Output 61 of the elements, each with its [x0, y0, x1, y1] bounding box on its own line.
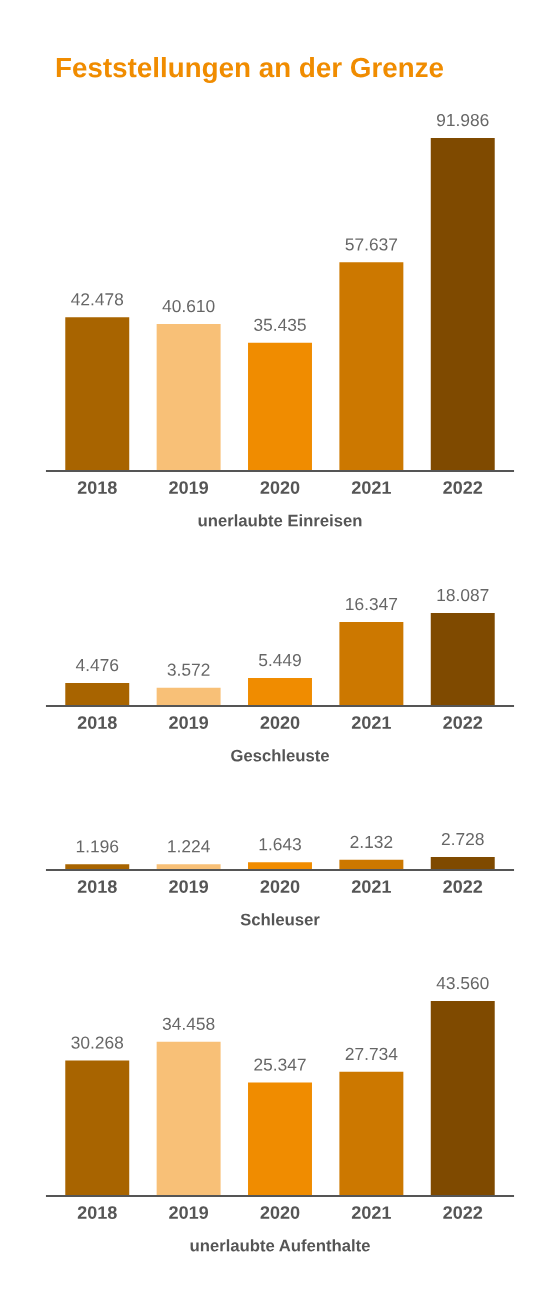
bar: [65, 317, 130, 471]
data-label: 42.478: [71, 293, 124, 306]
data-label: 2.132: [350, 835, 393, 849]
bar: [156, 687, 221, 706]
chart-title: Feststellungen an der Grenze: [56, 56, 444, 84]
data-label: 1.224: [168, 840, 210, 853]
bar: [248, 677, 312, 706]
x-tick-label: 2022: [443, 716, 483, 729]
bar: [339, 1071, 404, 1196]
data-label: 25.347: [254, 1058, 306, 1071]
data-label: 3.572: [167, 663, 210, 676]
bar: [248, 342, 312, 471]
x-tick-label: 2019: [169, 481, 209, 494]
bar: [156, 1041, 221, 1196]
x-tick-label: 2018: [77, 716, 117, 729]
x-tick-label: 2021: [351, 1206, 391, 1219]
x-tick-label: 2022: [443, 481, 483, 494]
data-label: 16.347: [346, 597, 398, 611]
bar: [339, 621, 404, 706]
data-label: 35.435: [254, 318, 306, 331]
x-axis-title: Schleuser: [240, 913, 320, 926]
x-tick-label: 2022: [443, 1206, 483, 1219]
data-label: 1.196: [76, 840, 119, 853]
bar: [430, 613, 495, 706]
x-tick-label: 2019: [169, 1206, 209, 1219]
x-tick-label: 2019: [169, 880, 209, 893]
data-label: 5.449: [258, 653, 301, 667]
data-label: 43.560: [436, 976, 489, 990]
x-tick-label: 2021: [351, 880, 391, 893]
x-tick-label: 2019: [169, 716, 209, 729]
data-label: 30.268: [71, 1036, 124, 1049]
x-axis-title: unerlaubte Aufenthalte: [190, 1239, 370, 1252]
x-tick-label: 2020: [260, 1206, 300, 1219]
x-tick-label: 2020: [260, 481, 300, 494]
bar: [430, 857, 495, 870]
data-label: 91.986: [437, 113, 489, 127]
bar: [430, 138, 495, 471]
x-axis-title: unerlaubte Einreisen: [198, 514, 362, 527]
bar: [430, 1001, 495, 1196]
x-tick-label: 2021: [351, 481, 391, 494]
data-label: 34.458: [162, 1017, 215, 1030]
data-label: 4.476: [75, 658, 119, 672]
bar: [156, 323, 221, 471]
data-label: 27.734: [345, 1047, 398, 1061]
bar: [65, 1060, 130, 1196]
bar: [339, 262, 404, 471]
bar: [65, 682, 130, 706]
x-tick-label: 2018: [77, 1206, 117, 1219]
x-tick-label: 2020: [260, 716, 300, 729]
x-tick-label: 2022: [443, 880, 483, 893]
data-label: 18.087: [437, 588, 489, 602]
x-tick-label: 2018: [77, 880, 117, 893]
data-label: 1.643: [259, 838, 301, 851]
x-tick-label: 2018: [77, 481, 117, 494]
x-tick-label: 2021: [351, 716, 391, 729]
x-axis-title: Geschleuste: [231, 749, 329, 762]
data-label: 2.728: [441, 832, 484, 846]
data-label: 40.610: [162, 299, 215, 313]
x-tick-label: 2020: [260, 880, 300, 893]
bar: [248, 1082, 312, 1196]
data-label: 57.637: [345, 238, 398, 251]
